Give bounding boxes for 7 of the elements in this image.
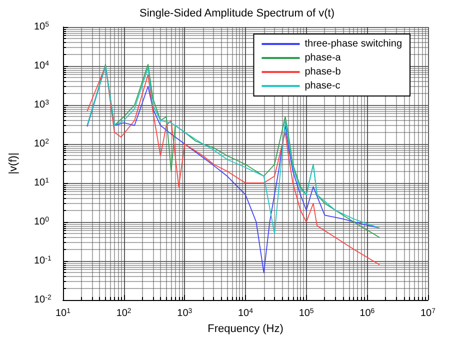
x-axis-title: Frequency (Hz) — [208, 322, 284, 335]
legend-label: phase-c — [304, 80, 340, 92]
legend-label: phase-a — [304, 52, 342, 64]
chart-title: Single-Sided Amplitude Spectrum of v(t) — [139, 8, 335, 20]
legend-label: phase-b — [304, 66, 342, 78]
y-axis-title: |v(f)| — [8, 152, 20, 174]
legend-label: three-phase switching — [304, 38, 402, 50]
